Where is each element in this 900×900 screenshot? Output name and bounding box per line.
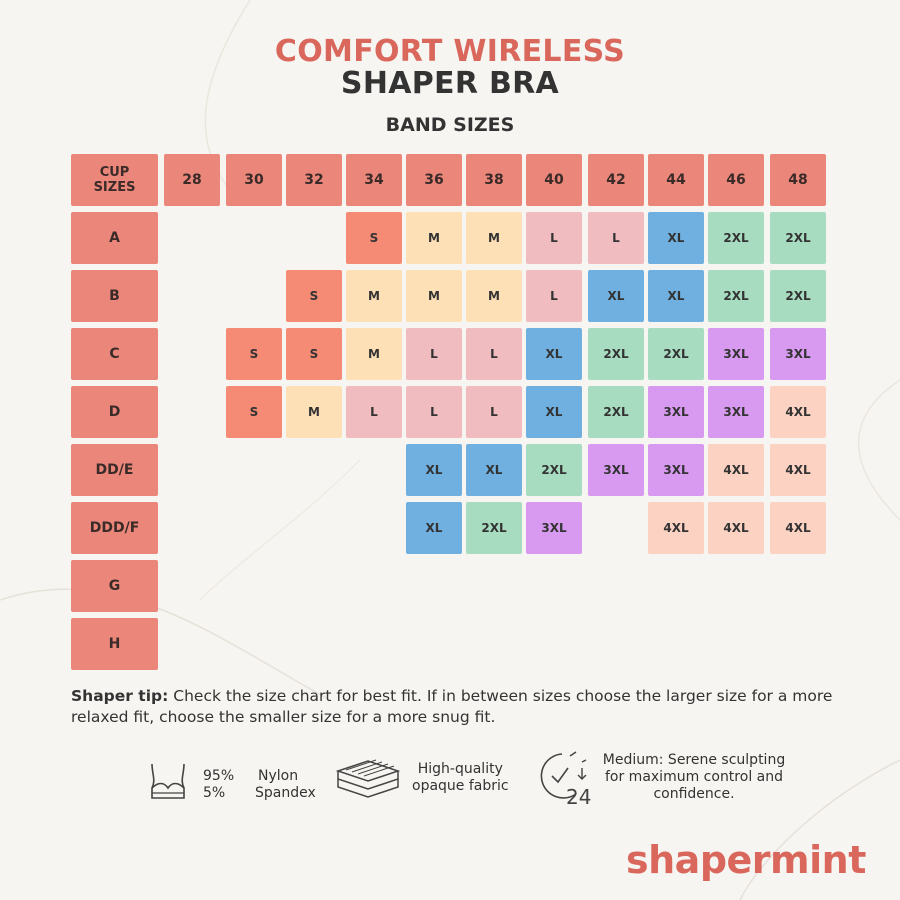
- size-cell: XL: [406, 444, 462, 496]
- size-cell: 3XL: [588, 444, 644, 496]
- size-cell: S: [286, 328, 342, 380]
- clock-24-number: 24: [566, 785, 591, 806]
- size-cell: 3XL: [648, 444, 704, 496]
- size-cell: M: [286, 386, 342, 438]
- size-cell: 4XL: [648, 502, 704, 554]
- cup-header: D: [71, 386, 158, 438]
- size-cell: L: [466, 328, 522, 380]
- cup-header: C: [71, 328, 158, 380]
- size-cell: XL: [526, 386, 582, 438]
- size-cell: 2XL: [588, 328, 644, 380]
- size-cell: 4XL: [708, 502, 764, 554]
- fabric-line1: High-quality: [417, 761, 503, 777]
- size-cell: XL: [648, 212, 704, 264]
- compression-line1: Medium: Serene sculpting: [602, 752, 786, 768]
- size-cell: 2XL: [708, 270, 764, 322]
- size-cell: XL: [526, 328, 582, 380]
- composition-percentages: 95% 5%: [203, 768, 234, 802]
- brand-logo: shapermint: [626, 838, 866, 882]
- size-cell: 3XL: [708, 328, 764, 380]
- clock-24-icon: 24: [540, 751, 591, 806]
- size-cell: L: [526, 212, 582, 264]
- cup-header: DD/E: [71, 444, 158, 496]
- cup-header: B: [71, 270, 158, 322]
- fabric-description: High-quality opaque fabric: [412, 761, 509, 795]
- band-header: 36: [406, 154, 462, 206]
- fabric-line2: opaque fabric: [412, 778, 509, 794]
- shaper-tip-text: Check the size chart for best fit. If in…: [71, 687, 833, 726]
- size-cell: XL: [466, 444, 522, 496]
- size-cell: L: [346, 386, 402, 438]
- band-header: 30: [226, 154, 282, 206]
- size-cell: S: [226, 386, 282, 438]
- cup-header: DDD/F: [71, 502, 158, 554]
- cup-header: G: [71, 560, 158, 612]
- product-title-line1: COMFORT WIRELESS: [274, 34, 626, 69]
- size-cell: 2XL: [708, 212, 764, 264]
- size-cell: 4XL: [708, 444, 764, 496]
- size-cell: M: [406, 212, 462, 264]
- size-cell: M: [466, 212, 522, 264]
- compression-description: Medium: Serene sculpting for maximum con…: [598, 752, 790, 803]
- size-cell: 2XL: [588, 386, 644, 438]
- size-cell: XL: [588, 270, 644, 322]
- product-title-line2: SHAPER BRA: [340, 66, 560, 101]
- size-cell: S: [346, 212, 402, 264]
- size-cell: 4XL: [770, 444, 826, 496]
- band-sizes-label: BAND SIZES: [385, 114, 515, 136]
- size-cell: L: [526, 270, 582, 322]
- band-header: 28: [164, 154, 220, 206]
- cup-sizes-header: CUP SIZES: [71, 154, 158, 206]
- size-cell: 3XL: [708, 386, 764, 438]
- band-header: 32: [286, 154, 342, 206]
- fabric-layers-icon: [335, 759, 401, 798]
- band-header: 42: [588, 154, 644, 206]
- size-cell: L: [588, 212, 644, 264]
- band-header: 44: [648, 154, 704, 206]
- size-cell: M: [346, 328, 402, 380]
- size-cell: L: [406, 386, 462, 438]
- composition-materials: Nylon Spandex: [255, 768, 316, 802]
- size-cell: 4XL: [770, 502, 826, 554]
- size-cell: S: [286, 270, 342, 322]
- size-cell: L: [466, 386, 522, 438]
- size-cell: XL: [406, 502, 462, 554]
- band-header: 38: [466, 154, 522, 206]
- compression-line3: confidence.: [653, 786, 735, 802]
- cup-header: H: [71, 618, 158, 670]
- nylon-label: Nylon: [258, 768, 299, 784]
- size-cell: 2XL: [466, 502, 522, 554]
- spandex-label: Spandex: [255, 785, 316, 801]
- size-cell: 4XL: [770, 386, 826, 438]
- size-cell: M: [466, 270, 522, 322]
- size-cell: 2XL: [770, 270, 826, 322]
- bra-icon: [151, 763, 185, 799]
- band-header: 34: [346, 154, 402, 206]
- band-header: 40: [526, 154, 582, 206]
- shaper-tip: Shaper tip: Check the size chart for bes…: [71, 686, 871, 728]
- size-cell: 2XL: [526, 444, 582, 496]
- band-header: 48: [770, 154, 826, 206]
- shaper-tip-label: Shaper tip:: [71, 687, 169, 705]
- size-cell: M: [346, 270, 402, 322]
- size-cell: XL: [648, 270, 704, 322]
- compression-line2: for maximum control and: [604, 769, 783, 785]
- size-cell: 2XL: [770, 212, 826, 264]
- size-cell: 2XL: [648, 328, 704, 380]
- size-cell: M: [406, 270, 462, 322]
- size-cell: 3XL: [770, 328, 826, 380]
- spandex-percent: 5%: [203, 785, 226, 801]
- band-header: 46: [708, 154, 764, 206]
- cup-header: A: [71, 212, 158, 264]
- nylon-percent: 95%: [203, 768, 235, 784]
- size-cell: L: [406, 328, 462, 380]
- size-cell: S: [226, 328, 282, 380]
- size-cell: 3XL: [648, 386, 704, 438]
- size-cell: 3XL: [526, 502, 582, 554]
